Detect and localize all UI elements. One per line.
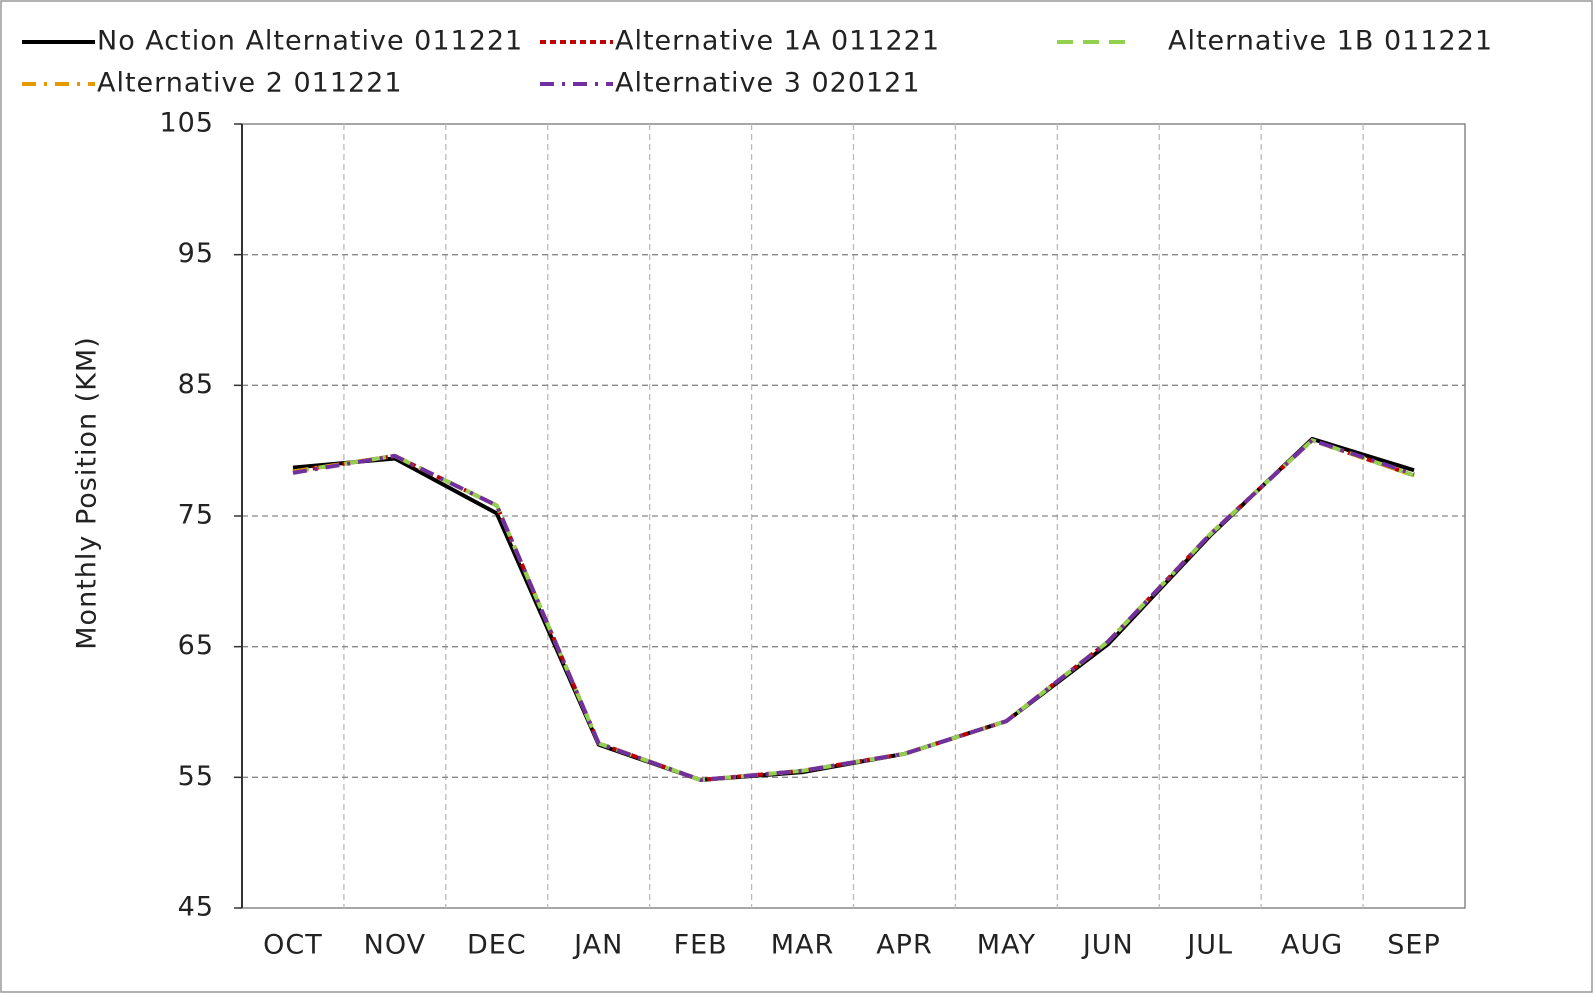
legend-label: No Action Alternative 011221	[97, 26, 523, 57]
x-tick-label: NOV	[364, 930, 426, 961]
y-axis-label: Monthly Position (KM)	[72, 336, 103, 649]
x-tick-label: APR	[876, 930, 933, 961]
x-tick-label: AUG	[1281, 930, 1343, 961]
y-tick-label: 75	[178, 500, 214, 531]
legend-label: Alternative 1A 011221	[615, 26, 940, 57]
x-tick-label: JUN	[1081, 930, 1134, 961]
y-tick-label: 95	[178, 238, 214, 269]
y-tick-label: 55	[178, 761, 214, 792]
legend-label: Alternative 3 020121	[615, 68, 921, 99]
x-tick-label: MAY	[977, 930, 1036, 961]
series-line	[292, 438, 1415, 782]
x-tick-label: SEP	[1387, 930, 1440, 961]
x-tick-label: DEC	[467, 930, 527, 961]
x-tick-label: JAN	[572, 930, 623, 961]
y-tick-label: 105	[159, 108, 214, 139]
x-tick-label: JUL	[1185, 930, 1233, 961]
x-tick-label: FEB	[674, 930, 728, 961]
legend-label: Alternative 1B 011221	[1168, 26, 1493, 57]
y-tick-label: 85	[178, 369, 214, 400]
y-tick-label: 45	[178, 892, 214, 923]
x-tick-label: OCT	[263, 930, 323, 961]
x-tick-label: MAR	[771, 930, 835, 961]
y-tick-label: 65	[178, 630, 214, 661]
legend-label: Alternative 2 011221	[97, 68, 403, 99]
